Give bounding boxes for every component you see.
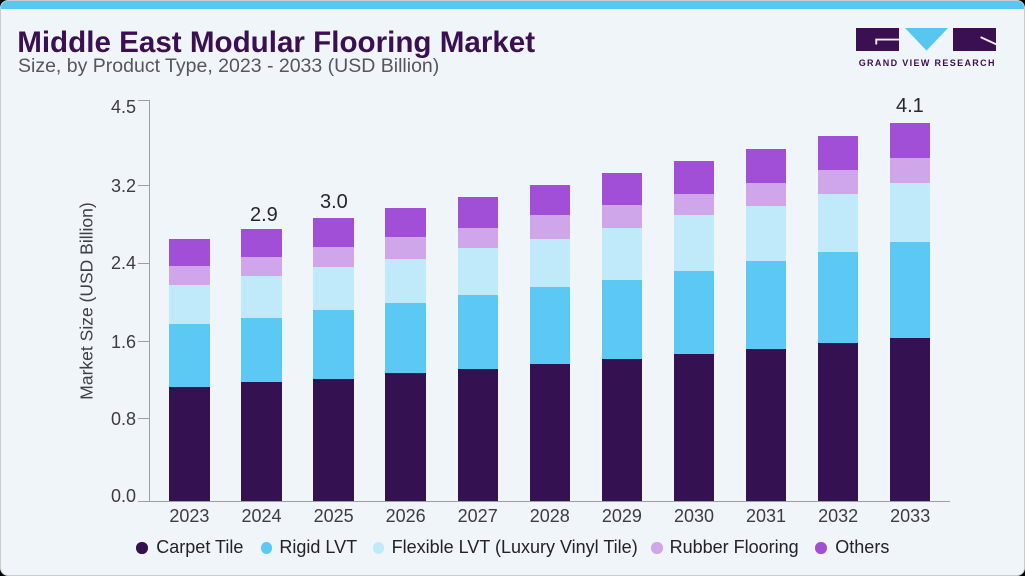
svg-text:GRAND VIEW RESEARCH: GRAND VIEW RESEARCH [859, 58, 996, 68]
